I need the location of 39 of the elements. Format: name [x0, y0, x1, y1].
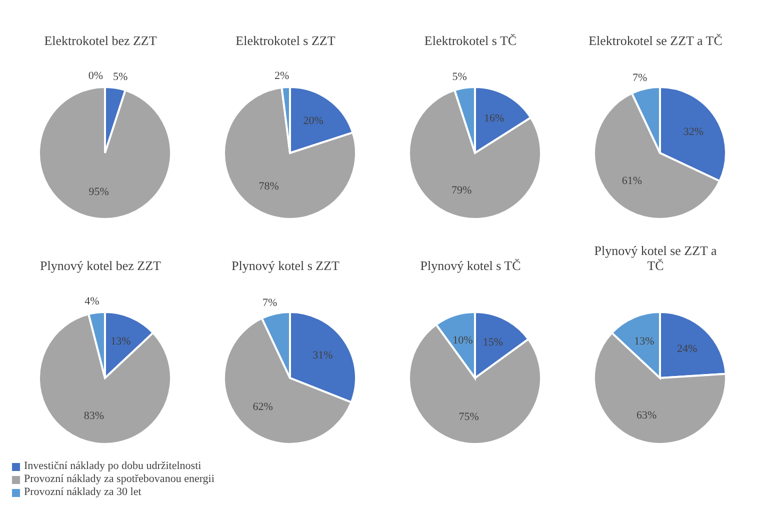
- data-label: 24%: [677, 343, 698, 356]
- data-label: 75%: [458, 411, 479, 424]
- data-label: 2%: [274, 70, 290, 82]
- text: 0%: [88, 70, 103, 82]
- data-label: 4%: [84, 296, 100, 308]
- data-label: 32%: [683, 126, 704, 138]
- chart-title: Plynový kotel s ZZT: [230, 257, 340, 273]
- data-label: 5%: [113, 70, 128, 83]
- pie-slice: [408, 89, 542, 220]
- data-label: 95%: [88, 186, 109, 198]
- chart-title: Elektrokotel bez ZZT: [43, 32, 158, 48]
- data-label: 16%: [484, 112, 504, 124]
- data-label: 83%: [84, 410, 104, 422]
- data-label: 7%: [632, 72, 648, 84]
- data-label: 79%: [452, 184, 472, 196]
- data-label: 5%: [452, 70, 467, 83]
- data-label: 13%: [110, 336, 131, 348]
- chart-title: Plynový kotel s TČ: [419, 257, 522, 273]
- data-label: 31%: [312, 350, 333, 362]
- chart-title: Elektrokotel se ZZT a TČ: [588, 32, 724, 48]
- legend-label: Provozní náklady za 30 let: [24, 486, 142, 499]
- data-label: 61%: [622, 175, 642, 187]
- chart-title: Plynový kotel se ZZT a TČ: [593, 242, 718, 273]
- data-label: 62%: [252, 400, 273, 413]
- data-label: 78%: [258, 180, 279, 192]
- data-label: 15%: [482, 336, 504, 349]
- legend-label: Provozní náklady za spotřebovanou energii: [24, 473, 214, 486]
- chart-title: Elektrokotel s TČ: [423, 32, 518, 48]
- pie-slice: [38, 86, 172, 220]
- data-label: 13%: [634, 336, 654, 348]
- data-label: 63%: [636, 409, 657, 422]
- data-label: 20%: [303, 114, 324, 127]
- chart-title: Elektrokotel s ZZT: [234, 32, 336, 48]
- pie-slice: [223, 86, 357, 220]
- chart-title: Plynový kotel bez ZZT: [39, 257, 162, 273]
- pie-slice: [38, 313, 172, 445]
- legend-label: Investiční náklady po dobu udržitelnosti: [24, 460, 202, 473]
- data-label: 7%: [262, 296, 278, 309]
- data-label: 10%: [452, 334, 473, 346]
